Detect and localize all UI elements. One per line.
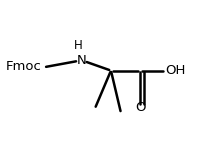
Text: Fmoc: Fmoc [5,60,41,73]
Text: OH: OH [165,64,185,77]
Text: N: N [77,54,87,67]
Text: O: O [135,101,145,114]
Text: H: H [73,39,82,52]
